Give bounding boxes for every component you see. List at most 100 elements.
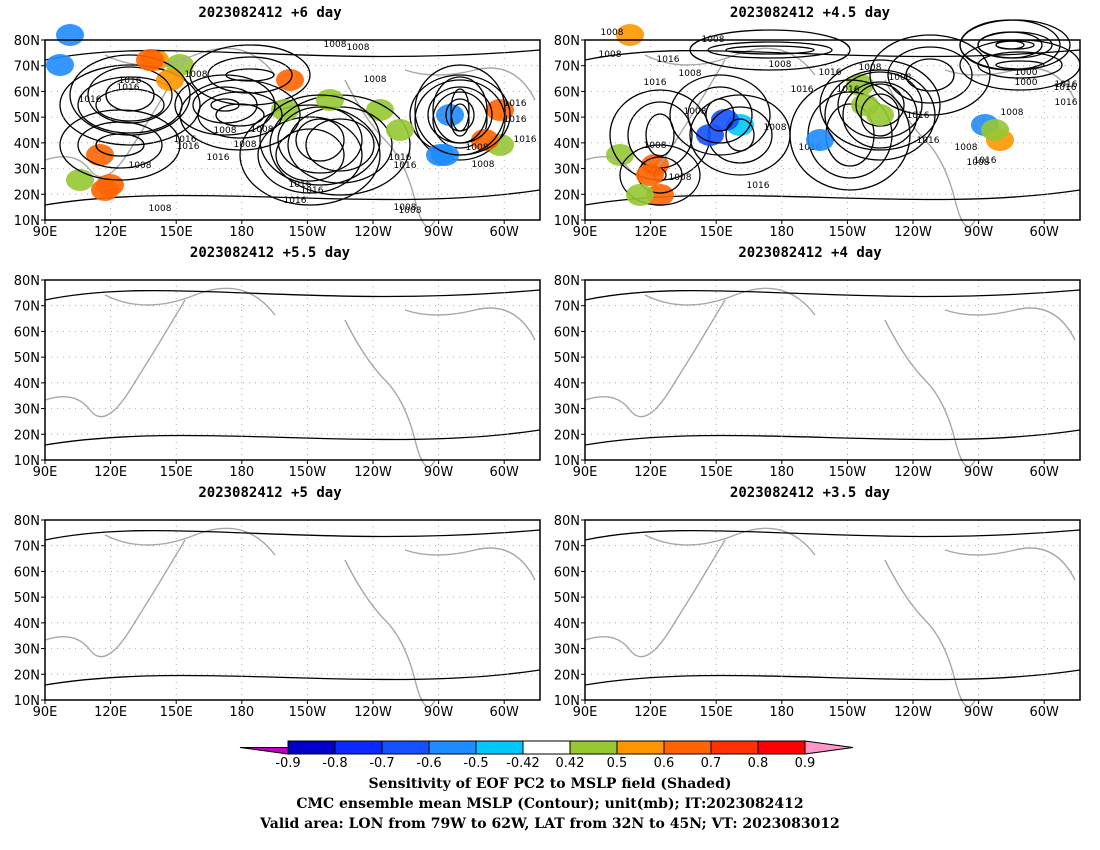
plot-frame: [44, 279, 541, 461]
contour-label: 1008: [601, 28, 624, 38]
mslp-contour: [725, 118, 755, 152]
contour-label: 1016: [514, 135, 537, 145]
mslp-contour: [239, 104, 381, 206]
y-tick-label: 20N: [554, 668, 580, 683]
colorbar-box: [381, 740, 430, 755]
colorbar-svg: -0.9 -0.8 -0.7 -0.6 -0.5 -0.42 0.42 0.5 0.6 0.7 0.…: [239, 740, 854, 771]
contour-label: 1016: [1055, 80, 1078, 90]
x-tick-label: 90W: [424, 705, 454, 720]
colorbar-tick-label: -0.5: [463, 756, 488, 767]
y-tick-label: 60N: [14, 85, 40, 100]
mslp-contour: [824, 69, 936, 161]
mslp-contour: [995, 40, 1035, 50]
y-tick-label: 40N: [14, 617, 40, 632]
contour-label: 1008: [1001, 108, 1024, 118]
mslp-contour: [689, 94, 791, 176]
y-tick-label: 10N: [14, 694, 40, 709]
colorbar-tick-label: 0.5: [607, 756, 628, 767]
panel-title: 2023082412 +6 day: [198, 5, 342, 21]
y-tick-label: 10N: [14, 214, 40, 229]
y-tick-label: 70N: [14, 60, 40, 75]
coastline: [344, 319, 436, 468]
mslp-contour: [210, 98, 240, 112]
mslp-contour: [95, 133, 145, 157]
sensitivity-shading: [626, 184, 654, 206]
grid-layer: [45, 280, 540, 460]
y-tick-label: 70N: [554, 300, 580, 315]
mslp-contour: [842, 81, 918, 149]
grid-layer: [585, 280, 1080, 460]
colorbar-tick-label: 0.9: [795, 756, 816, 767]
coastline: [44, 299, 186, 418]
x-tick-label: 90E: [33, 465, 58, 480]
y-tick-label: 30N: [554, 163, 580, 178]
sensitivity-shading: [136, 49, 164, 71]
colorbar-left-triangle: [239, 741, 289, 755]
sensitivity-shading: [866, 104, 894, 126]
contour-label: 1016: [207, 153, 230, 163]
contour-label: 1016: [799, 143, 822, 153]
mslp-contour: [619, 144, 701, 206]
y-tick-label: 60N: [14, 325, 40, 340]
mslp-contour: [44, 669, 541, 686]
grid-layer: [585, 520, 1080, 700]
contour-label: 1008: [684, 107, 707, 117]
colorbar: -0.9 -0.8 -0.7 -0.6 -0.5 -0.42 0.42 0.5 0.6 0.7 0.…: [239, 737, 860, 771]
y-tick-label: 10N: [554, 214, 580, 229]
x-tick-label: 150E: [700, 705, 733, 720]
contour-layer: [584, 19, 1081, 686]
sensitivity-shading: [386, 119, 414, 141]
colorbar-box: [522, 740, 571, 755]
mslp-contour: [450, 88, 470, 132]
y-tick-label: 80N: [14, 34, 40, 49]
x-tick-label: 150E: [160, 705, 193, 720]
y-tick-label: 50N: [14, 111, 40, 126]
mslp-contour: [977, 31, 1053, 59]
x-tick-label: 120E: [94, 225, 127, 240]
panel-title: 2023082412 +4.5 day: [729, 5, 891, 21]
contour-label: 1008: [234, 140, 257, 150]
x-tick-label: 180: [229, 465, 254, 480]
contour-label: 1008: [347, 43, 370, 53]
coastline: [104, 527, 276, 556]
sensitivity-shading: [156, 69, 184, 91]
x-tick-label: 90E: [573, 705, 598, 720]
contour-label: 1016: [394, 161, 417, 171]
mslp-contour: [44, 429, 541, 446]
contour-label: 1008: [859, 63, 882, 73]
coastline-layer: [584, 287, 1076, 468]
mslp-contour: [707, 41, 833, 59]
contour-label: 1008: [394, 203, 417, 213]
sensitivity-shading: [96, 174, 124, 196]
mslp-contour: [275, 128, 345, 182]
coastline-layer: [44, 527, 536, 708]
x-tick-label: 150E: [700, 465, 733, 480]
mslp-contour: [959, 19, 1071, 71]
sensitivity-shading: [46, 54, 74, 76]
coastline: [584, 299, 726, 418]
contour-label: 1016: [174, 135, 197, 145]
x-tick-label: 90E: [33, 225, 58, 240]
colorbar-box: [616, 740, 665, 755]
mslp-contour: [669, 74, 771, 156]
caption-valid-area: Valid area: LON from 79W to 62W, LAT fro…: [260, 816, 840, 832]
coastline: [884, 319, 976, 468]
colorbar-tick-label: 0.8: [748, 756, 769, 767]
x-tick-label: 150E: [700, 225, 733, 240]
x-tick-label: 120W: [354, 705, 392, 720]
x-tick-label: 120W: [354, 465, 392, 480]
x-tick-label: 120W: [354, 225, 392, 240]
mslp-contour: [414, 64, 506, 156]
x-tick-label: 150E: [160, 465, 193, 480]
colorbar-tick-label: 0.6: [654, 756, 675, 767]
y-tick-label: 70N: [14, 300, 40, 315]
shading-layer: [56, 24, 514, 166]
sensitivity-shading: [696, 124, 724, 146]
coastline: [404, 67, 536, 101]
sensitivity-shading: [86, 144, 114, 166]
mslp-contour: [432, 76, 488, 144]
colorbar-tick-label: 0.42: [556, 756, 585, 767]
mslp-contour: [77, 121, 163, 169]
coastline: [44, 59, 186, 178]
